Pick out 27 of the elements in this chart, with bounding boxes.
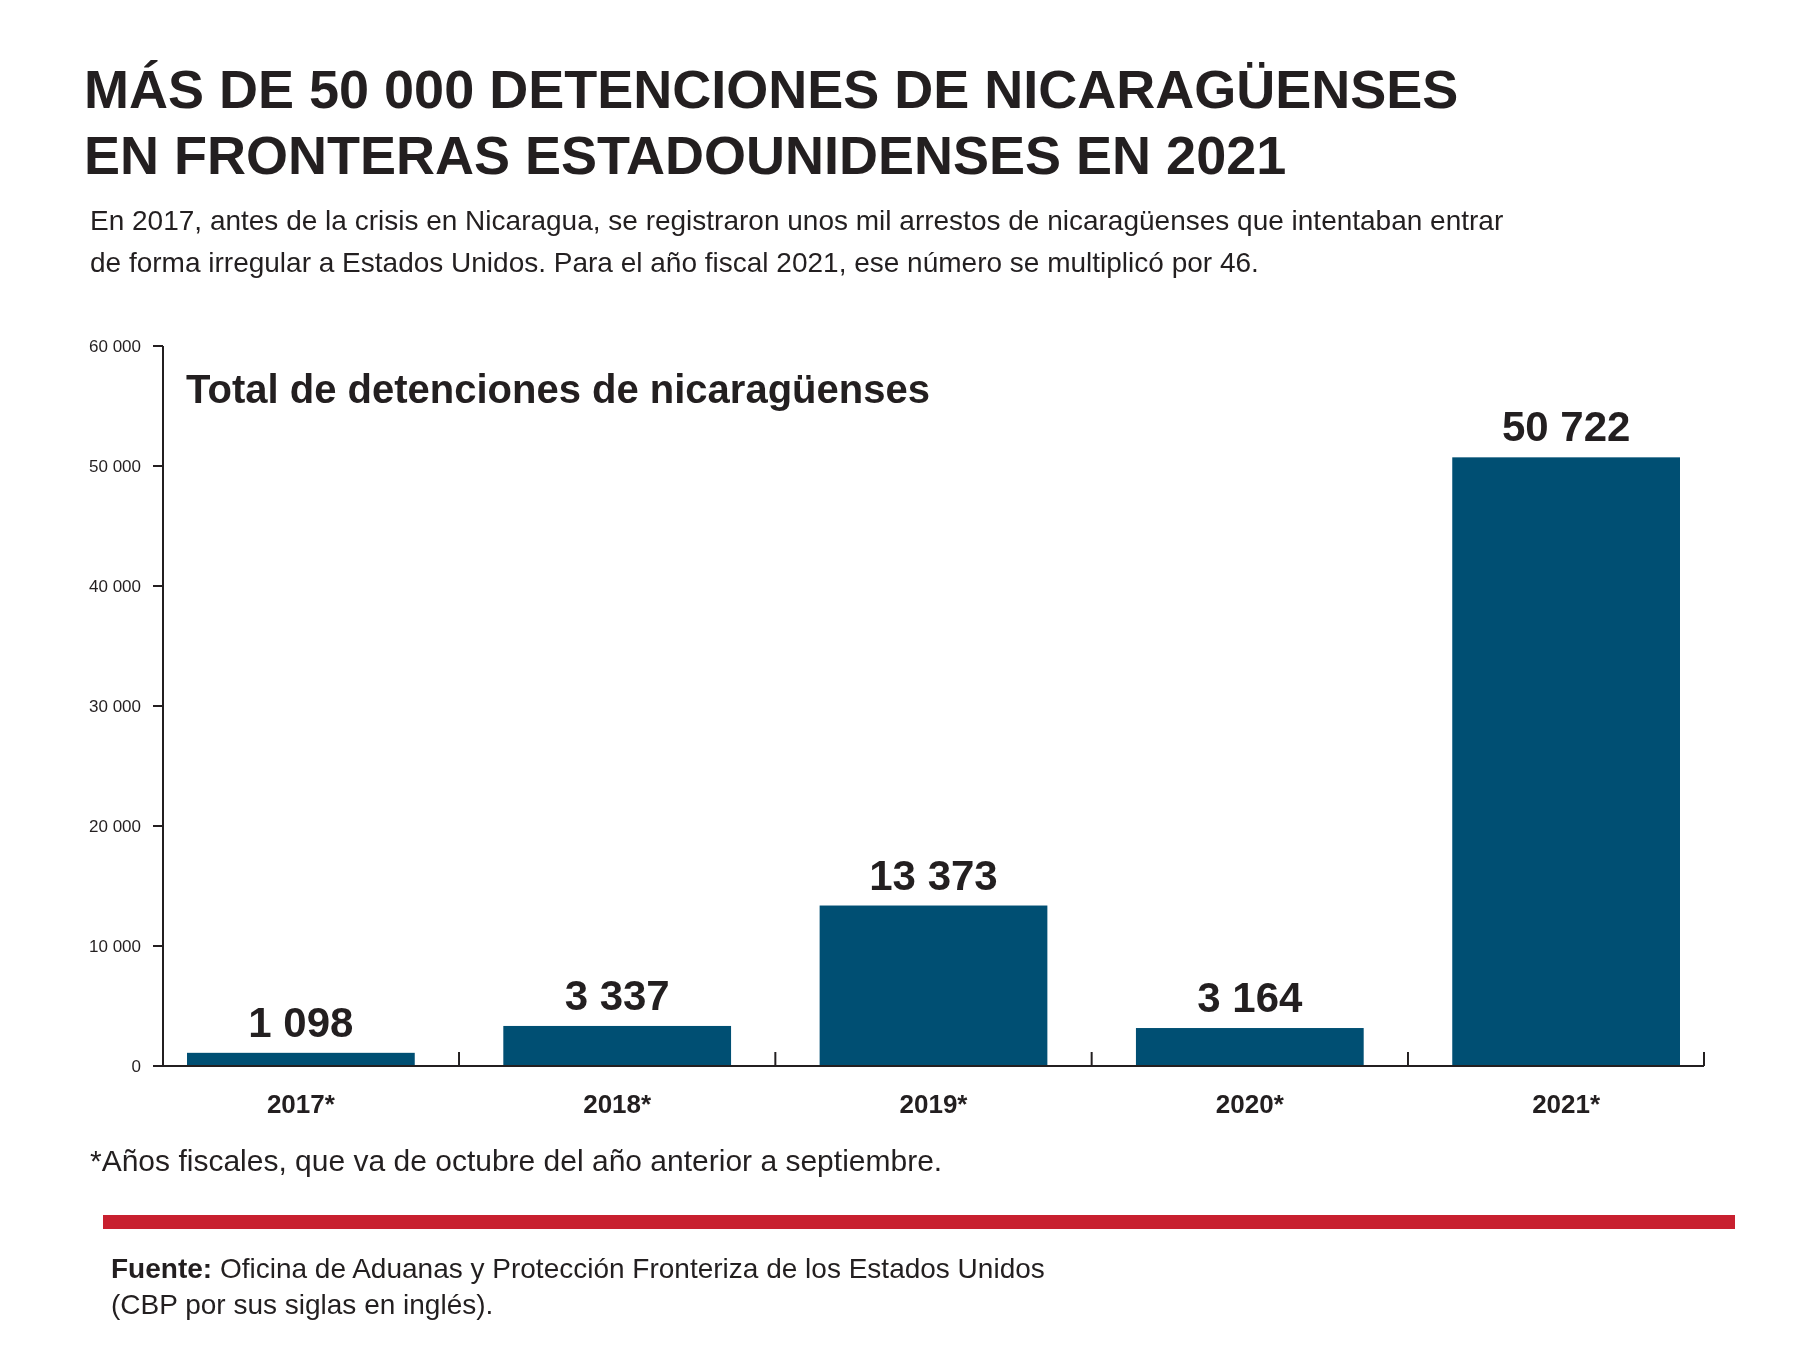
data-label: 3 337 [564,971,670,1019]
x-tick-label: 2017* [266,1089,336,1119]
y-tick-label: 0 [131,1057,141,1076]
x-tick-label: 2019* [899,1089,969,1119]
y-tick-label: 20 000 [89,817,141,836]
y-tick-label: 60 000 [89,337,141,356]
text: *Años fiscales, que va de octubre del año anterior a septiembre. [90,1144,943,1177]
data-label: 3 164 [1197,974,1303,1022]
y-axis-title: Total de detenciones de nicaragüenses [186,367,930,411]
data-label: 13 373 [869,851,998,899]
x-tick-label: 2018* [583,1089,653,1119]
chart-title: MÁS DE 50 000 DETENCIONES DE NICARAGÜENSES EN FRONTERAS ESTADOUNIDENSES EN 2021 [84,59,1459,185]
x-tick-label: 2020* [1215,1089,1285,1119]
y-tick-label: 10 000 [89,937,141,956]
data-label: 50 722 [1501,403,1631,451]
x-tick-label: 2021* [1532,1089,1601,1119]
y-tick-label: 40 000 [89,577,141,596]
chart-subtitle: En 2017, antes de la crisis en Nicaragua, se registraron unos mil arrestos de nicaragüenses que intentaban entrar de forma irregular a Estados Unidos. Para el año fiscal 2021, ese número se multiplicó por 46. [90,205,1504,278]
bar [819,905,1048,1066]
bar [187,1052,415,1066]
bar [1452,457,1680,1066]
bar [1135,1028,1364,1066]
bar [503,1025,732,1066]
y-tick-label: 30 000 [89,697,141,716]
source-note: Fuente: Oficina de Aduanas y Protección Fronteriza de los Estados Unidos (CBP por sus siglas en inglés). [111,1253,1045,1320]
data-label: 1 098 [248,998,354,1046]
y-tick-label: 50 000 [89,457,141,476]
